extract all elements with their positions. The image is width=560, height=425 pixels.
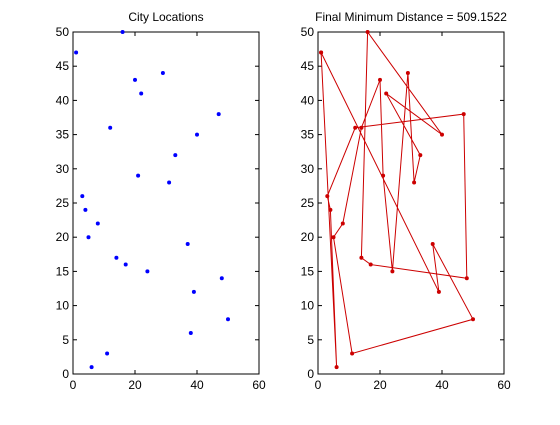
axes-final-route: Final Minimum Distance = 509.1522 0 20 40 6… — [301, 10, 511, 392]
route-point — [341, 222, 345, 226]
y-tick-label: 10 — [301, 299, 315, 313]
route-point — [359, 256, 363, 260]
route-point — [325, 194, 329, 198]
route-point — [332, 235, 336, 239]
y-tick-label: 5 — [307, 333, 314, 347]
route-point — [335, 365, 339, 369]
city-point — [114, 256, 118, 260]
city-point — [173, 153, 177, 157]
y-tick-label: 20 — [301, 230, 315, 244]
city-point — [108, 126, 112, 130]
y-tick-label: 50 — [56, 25, 70, 39]
y-tick-label: 45 — [301, 59, 315, 73]
y-tick-label: 5 — [62, 333, 69, 347]
x-tick-label: 60 — [252, 378, 266, 392]
city-point — [220, 276, 224, 280]
route-point — [462, 112, 466, 116]
city-point — [136, 174, 140, 178]
city-point — [161, 71, 165, 75]
y-tick-label: 15 — [56, 264, 70, 278]
route-point — [412, 180, 416, 184]
y-tick-label: 30 — [301, 162, 315, 176]
city-point — [189, 331, 193, 335]
route-point — [406, 71, 410, 75]
chart-title-final-distance: Final Minimum Distance = 509.1522 — [315, 10, 507, 24]
x-tick-label: 20 — [373, 378, 387, 392]
chart-title-city-locations: City Locations — [128, 10, 203, 24]
x-tick-label: 20 — [128, 378, 142, 392]
x-tick-label: 0 — [70, 378, 77, 392]
city-point — [74, 51, 78, 55]
route-point — [366, 30, 370, 34]
city-point — [121, 30, 125, 34]
city-point — [226, 317, 230, 321]
city-point — [192, 290, 196, 294]
city-point — [195, 133, 199, 137]
city-point — [167, 180, 171, 184]
route-point — [369, 263, 373, 267]
x-tick-label: 60 — [497, 378, 511, 392]
city-point — [83, 208, 87, 212]
city-point — [80, 194, 84, 198]
y-tick-label: 40 — [56, 93, 70, 107]
city-point — [139, 92, 143, 96]
y-tick-label: 50 — [301, 25, 315, 39]
city-point — [105, 351, 109, 355]
city-point — [90, 365, 94, 369]
y-tick-label: 35 — [301, 128, 315, 142]
y-tick-label: 45 — [56, 59, 70, 73]
route-point — [350, 351, 354, 355]
x-tick-label: 40 — [435, 378, 449, 392]
route-point — [390, 269, 394, 273]
route-point — [353, 126, 357, 130]
route-point — [359, 126, 363, 130]
city-point — [96, 222, 100, 226]
axes-city-locations: City Locations 0 20 40 60 0 5 10 15 20 25 30 35 40 45… — [56, 10, 266, 392]
route-point — [319, 51, 323, 55]
route-point — [440, 133, 444, 137]
y-tick-label: 20 — [56, 230, 70, 244]
y-tick-label: 0 — [62, 367, 69, 381]
route-point — [384, 92, 388, 96]
route-point — [431, 242, 435, 246]
y-tick-label: 30 — [56, 162, 70, 176]
city-point — [87, 235, 91, 239]
city-point — [217, 112, 221, 116]
route-point — [381, 174, 385, 178]
y-tick-label: 0 — [307, 367, 314, 381]
plot-area-final-route — [318, 32, 504, 374]
city-point — [145, 269, 149, 273]
route-point — [418, 153, 422, 157]
route-point — [378, 78, 382, 82]
route-point — [471, 317, 475, 321]
y-tick-label: 15 — [301, 264, 315, 278]
route-point — [328, 208, 332, 212]
x-tick-label: 0 — [315, 378, 322, 392]
y-tick-label: 10 — [56, 299, 70, 313]
city-point — [124, 263, 128, 267]
route-point — [437, 290, 441, 294]
y-tick-label: 25 — [56, 196, 70, 210]
plot-area-city-locations — [73, 32, 259, 374]
y-tick-label: 40 — [301, 93, 315, 107]
x-tick-label: 40 — [190, 378, 204, 392]
route-point — [465, 276, 469, 280]
y-tick-label: 25 — [301, 196, 315, 210]
y-tick-label: 35 — [56, 128, 70, 142]
city-point — [186, 242, 190, 246]
city-point — [133, 78, 137, 82]
